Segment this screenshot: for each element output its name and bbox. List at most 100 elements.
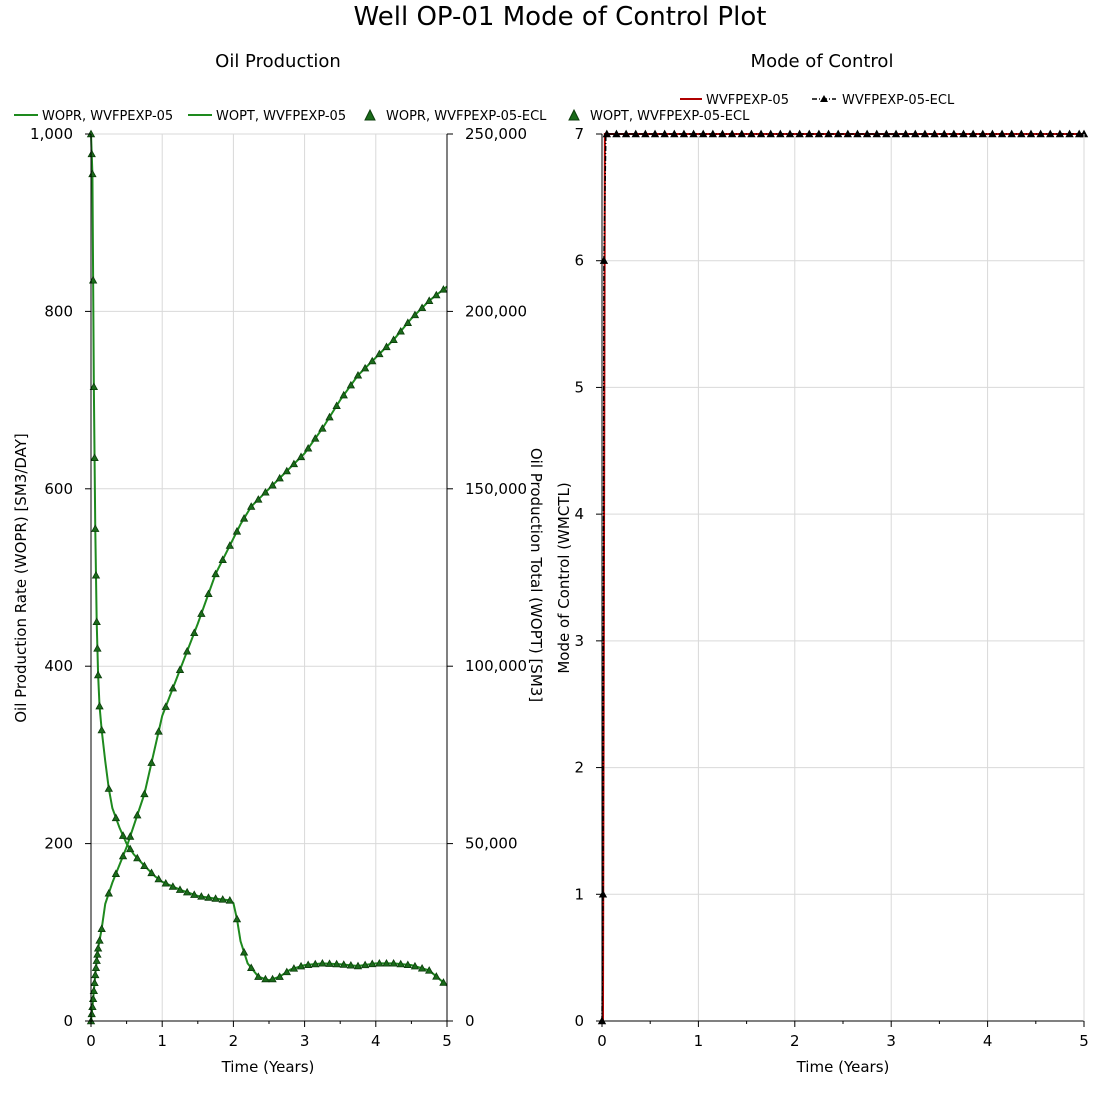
wopt-ecl-point — [247, 502, 256, 510]
wopt-ecl-point — [403, 318, 413, 326]
wopt-ecl-point — [410, 310, 420, 319]
wopt-ecl-point — [275, 473, 284, 482]
wopr-ecl-point — [303, 960, 313, 968]
wvfpexp-05-ecl-point — [959, 129, 968, 138]
legend-wvfpexp-05-ecl-marker — [820, 95, 828, 102]
wopr-ecl-point — [375, 959, 384, 967]
wopt-ecl-point — [232, 527, 242, 535]
wopr-ecl-point — [90, 453, 99, 461]
mode-of-control-y-label: Mode of Control (WMCTL) — [555, 482, 573, 673]
wopr-ecl-point — [140, 861, 149, 869]
wopr-ecl-point — [89, 382, 99, 390]
wopr-ecl-point — [154, 874, 163, 883]
wopt-ecl-point — [346, 380, 356, 389]
wopr-ecl-point — [403, 960, 413, 968]
wvfpexp-05-ecl-point — [679, 129, 689, 138]
wopt-ecl-point — [125, 832, 135, 840]
y-tick-label: 2 — [574, 759, 584, 777]
wopr-ecl-point — [282, 967, 291, 976]
wopt-ecl-point — [161, 702, 170, 710]
oil-production-grid — [90, 133, 448, 1022]
wopr-ecl-point — [353, 961, 363, 970]
wopt-line — [90, 285, 448, 1022]
wopr-ecl-point — [93, 670, 103, 679]
y-tick-label: 400 — [44, 657, 73, 675]
wopt-ecl-point — [396, 326, 405, 335]
x-tick-label: 2 — [229, 1032, 239, 1050]
wopr-ecl-point — [425, 966, 434, 974]
wvfpexp-05-ecl-point — [997, 129, 1007, 138]
mode-of-control-ticks: 0 1 2 3 4 5 0 1 2 3 4 5 6 7 — [574, 125, 1088, 1050]
wvfpexp-05-ecl-point — [670, 129, 679, 138]
wopr-ecl-point — [368, 959, 377, 968]
wopt-ecl-point — [368, 356, 377, 365]
legend-wopt: WOPT, WVFPEXP-05 — [216, 109, 346, 124]
wopt-ecl-point — [91, 970, 100, 979]
wopr-ecl-point — [133, 853, 142, 862]
wopr-ecl-point — [289, 964, 299, 972]
figure-title: Well OP-01 Mode of Control Plot — [353, 2, 767, 32]
wvfpexp-05-ecl-point — [737, 129, 746, 138]
wvfpexp-05-ecl-line — [601, 133, 1084, 1022]
wopr-ecl-point — [97, 725, 106, 734]
wvfpexp-05-ecl-point — [805, 129, 814, 138]
wopr-ecl-point — [168, 882, 178, 890]
wopt-ecl-point — [382, 342, 391, 351]
y-tick-label: 7 — [574, 125, 584, 143]
wopt-ecl-point — [289, 459, 299, 468]
y-tick-label: 0 — [574, 1012, 584, 1030]
wopt-ecl-point — [91, 963, 101, 971]
wopt-ecl-point — [93, 950, 102, 958]
wopr-ecl-point — [118, 831, 128, 839]
wopt-ecl-point — [89, 986, 99, 995]
wvfpexp-05-ecl-point — [776, 129, 785, 138]
wopt-ecl-point — [190, 628, 199, 637]
x-tick-label: 0 — [597, 1032, 607, 1050]
wopr-ecl-point — [239, 947, 249, 956]
wopt-ecl-point — [261, 488, 270, 496]
wvfpexp-05-ecl-point — [1007, 129, 1016, 138]
wopt-ecl-point — [268, 480, 277, 489]
y-tick-label: 600 — [44, 480, 73, 498]
wopt-ecl-point — [353, 370, 363, 379]
y-tick-label: 200 — [44, 835, 73, 853]
wopt-ecl-point — [95, 936, 104, 944]
wopr-ecl-point — [254, 972, 263, 980]
wopt-ecl-point — [439, 285, 448, 293]
wvfpexp-05-ecl-point — [988, 129, 997, 138]
y-right-tick-label: 0 — [465, 1012, 475, 1030]
wopr-ecl-point — [346, 960, 356, 969]
wopt-ecl-point — [425, 296, 434, 304]
wvfpexp-05-ecl-point — [612, 129, 621, 138]
oil-production-plot-area — [86, 129, 448, 1025]
wopt-ecl-point — [339, 390, 348, 399]
wopr-ecl-point — [91, 524, 100, 532]
wopr-ecl-point — [432, 972, 441, 980]
wopt-ecl-point — [218, 555, 227, 563]
x-tick-label: 5 — [442, 1032, 452, 1050]
wopr-ecl-point — [204, 893, 213, 901]
wopt-ecl-point — [182, 646, 192, 655]
wopt-ecl-point — [254, 495, 263, 503]
y-right-tick-label: 150,000 — [465, 480, 527, 498]
wopt-ecl-point — [417, 303, 427, 312]
wvfpexp-05-ecl-point — [699, 129, 708, 138]
wopr-ecl-point — [410, 961, 420, 970]
wvfpexp-05-ecl-point — [785, 129, 795, 138]
wopr-ecl-point — [91, 570, 101, 579]
wvfpexp-05-ecl-point — [853, 129, 862, 138]
wopt-ecl-point — [168, 683, 178, 692]
oil-production-chart: Oil Production WOPR, WVFPEXP-05 WOPT, WV… — [12, 51, 750, 1076]
wopr-ecl-point — [104, 784, 113, 792]
wvfpexp-05-ecl-point — [978, 129, 987, 138]
wopt-ecl-point — [332, 401, 341, 409]
wvfpexp-05-ecl-point — [766, 129, 775, 138]
y-tick-label: 800 — [44, 302, 73, 320]
wopr-ecl-point — [268, 974, 277, 983]
mode-of-control-chart: Mode of Control WVFPEXP-05 WVFPEXP-05-EC… — [555, 51, 1089, 1076]
legend-wvfpexp-05-ecl: WVFPEXP-05-ECL — [842, 93, 955, 108]
wvfpexp-05-ecl-point — [1065, 129, 1074, 138]
wopt-ecl-point — [211, 569, 220, 578]
wvfpexp-05-ecl-point — [882, 129, 891, 138]
wopr-ecl-point — [311, 959, 320, 968]
